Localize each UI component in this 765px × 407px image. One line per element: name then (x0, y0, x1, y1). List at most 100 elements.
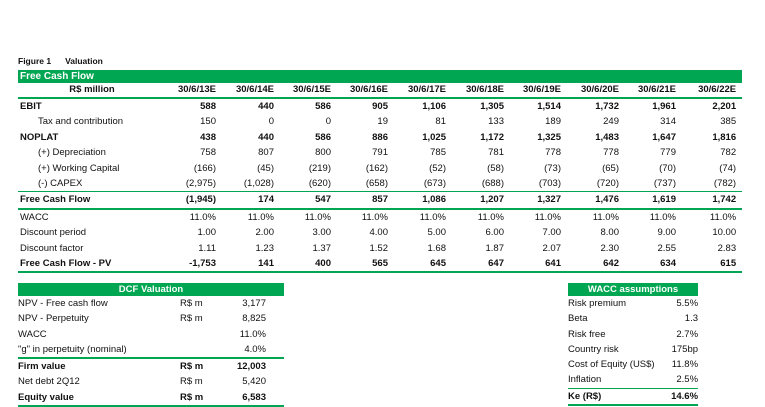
fcf-row: (+) Working Capital (166) (45) (219) (162) (5… (18, 161, 742, 176)
fcf-cell: 791 (372, 147, 388, 159)
fcf-cell: (782) (713, 178, 737, 190)
fcf-cell: (58) (487, 162, 504, 174)
wacc-row: Risk free 2.7% (568, 327, 698, 342)
fcf-cell: (65) (602, 162, 619, 174)
fcf-cell: 6.00 (485, 227, 505, 239)
fcf-row-label: WACC (20, 211, 49, 223)
fcf-cell: 10.00 (712, 227, 737, 239)
wacc-row-value: 14.6% (660, 387, 699, 407)
fcf-cell: (162) (365, 162, 388, 174)
year-header: 30/6/15E (280, 83, 337, 99)
fcf-cell: 800 (315, 147, 331, 159)
fcf-cell: (658) (365, 178, 388, 190)
wacc-row: Risk premium 5.5% (568, 296, 698, 311)
fcf-cell: 7.00 (542, 227, 562, 239)
fcf-cell: 1,106 (422, 101, 446, 112)
fcf-cell: 0 (325, 116, 331, 128)
dcf-title-band: DCF Valuation (18, 283, 284, 296)
fcf-cell: 886 (372, 131, 388, 143)
dcf-row-value: 11.0% (239, 328, 266, 340)
figure-title: Valuation (65, 56, 103, 66)
fcf-cell: 1.23 (255, 242, 275, 254)
wacc-row-label: Risk free (568, 328, 606, 340)
fcf-cell: 1,619 (625, 191, 682, 210)
fcf-cell: 1,483 (595, 131, 619, 143)
wacc-row-value: 2.5% (676, 374, 699, 386)
fcf-row: Tax and contribution 150 0 0 19 81 133 189 249 31… (18, 114, 742, 129)
fcf-row: Discount factor 1.11 1.23 1.37 1.52 1.68 1.87 2… (18, 241, 742, 256)
dcf-row-unit (180, 341, 224, 360)
fcf-cell: (1,945) (166, 191, 222, 210)
fcf-cell: 1,816 (712, 131, 737, 143)
dcf-row-value: 5,420 (242, 376, 266, 388)
fcf-row-label: NOPLAT (20, 131, 59, 143)
dcf-row-unit: R$ m (180, 361, 204, 373)
dcf-row-value: 3,177 (242, 298, 266, 309)
fcf-cell: 2,201 (712, 101, 737, 112)
fcf-cell: 1,207 (452, 191, 510, 210)
fcf-row: Free Cash Flow - PV -1,753 141 400 565 645 647… (18, 256, 743, 274)
year-header: 30/6/20E (567, 83, 625, 99)
dcf-row: "g" in perpetuity (nominal) 4.0% (18, 341, 284, 360)
fcf-row-label: Discount factor (20, 242, 84, 254)
wacc-row: Beta 1.3 (568, 311, 698, 326)
fcf-cell: 11.0% (649, 211, 676, 223)
wacc-row: Ke (R$) 14.6% (568, 387, 699, 407)
fcf-cell: 3.00 (312, 227, 332, 239)
fcf-cell: 2.30 (600, 242, 620, 254)
dcf-row: Net debt 2Q12 R$ m 5,420 (18, 374, 284, 389)
dcf-row-label: NPV - Perpetuity (18, 313, 89, 325)
fcf-cell: 1.11 (198, 242, 216, 254)
fcf-cell: 11.0% (534, 211, 561, 223)
fcf-cell: 1,732 (595, 101, 619, 112)
fcf-row: (-) CAPEX (2,975) (1,028) (620) (658) (673) (6… (18, 176, 742, 192)
wacc-row-label: Ke (R$) (568, 387, 660, 407)
wacc-row: Inflation 2.5% (568, 372, 698, 388)
fcf-cell: 11.0% (247, 211, 274, 223)
fcf-cell: 647 (452, 256, 510, 274)
fcf-row-label: Discount period (20, 227, 87, 239)
wacc-row-label: Country risk (568, 343, 619, 355)
fcf-cell: 8.00 (600, 227, 620, 239)
wacc-title-band: WACC assumptions (568, 283, 699, 296)
dcf-valuation-table: DCF Valuation NPV - Free cash flow R$ m 3,… (18, 283, 284, 407)
dcf-row: WACC 11.0% (18, 327, 284, 342)
fcf-cell: 1,172 (480, 131, 504, 143)
fcf-cell: 634 (625, 256, 682, 274)
dcf-row: Firm value R$ m 12,003 (18, 358, 284, 374)
fcf-cell: 1.52 (369, 242, 389, 254)
fcf-cell: 5.00 (427, 227, 447, 239)
fcf-row: NOPLAT 438 440 586 886 1,025 1,172 1,325 1,483 1,… (18, 130, 742, 145)
fcf-cell: (720) (596, 178, 619, 190)
fcf-cell: 547 (280, 191, 337, 210)
year-header: 30/6/19E (510, 83, 567, 99)
fcf-cell: 586 (315, 131, 331, 143)
wacc-title: WACC assumptions (568, 283, 699, 296)
fcf-cell: 565 (337, 256, 394, 274)
fcf-cell: 440 (258, 101, 274, 112)
fcf-cell: 781 (488, 147, 504, 159)
fcf-cell: 758 (200, 147, 216, 159)
fcf-cell: 1,961 (652, 101, 676, 112)
fcf-cell: (219) (308, 162, 331, 174)
fcf-cell: 11.0% (477, 211, 504, 223)
dcf-title: DCF Valuation (18, 283, 284, 296)
fcf-cell: (45) (257, 162, 274, 174)
year-header: 30/6/17E (394, 83, 452, 99)
fcf-cell: (620) (308, 178, 331, 190)
fcf-cell: 778 (545, 147, 561, 159)
year-header: 30/6/14E (222, 83, 280, 99)
fcf-cell: 174 (222, 191, 280, 210)
dcf-row: NPV - Perpetuity R$ m 8,825 (18, 311, 284, 326)
fcf-cell: 1,305 (480, 101, 504, 112)
dcf-row-label: "g" in perpetuity (nominal) (18, 341, 180, 360)
fcf-cell: 588 (200, 101, 216, 112)
fcf-cell: 807 (258, 147, 274, 159)
fcf-cell: 1,742 (682, 191, 743, 210)
fcf-cell: (703) (538, 178, 561, 190)
dcf-row: Equity value R$ m 6,583 (18, 389, 284, 407)
fcf-row-label: EBIT (20, 101, 42, 112)
fcf-cell: 19 (377, 116, 388, 128)
dcf-row-label: NPV - Free cash flow (18, 298, 108, 309)
fcf-cell: 1,476 (567, 191, 625, 210)
